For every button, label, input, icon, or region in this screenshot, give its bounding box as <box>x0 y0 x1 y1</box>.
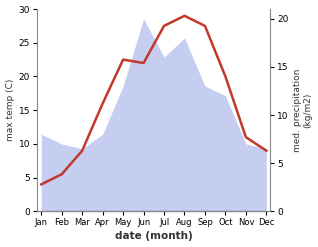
Y-axis label: med. precipitation
(kg/m2): med. precipitation (kg/m2) <box>293 68 313 152</box>
X-axis label: date (month): date (month) <box>115 231 193 242</box>
Y-axis label: max temp (C): max temp (C) <box>5 79 15 141</box>
